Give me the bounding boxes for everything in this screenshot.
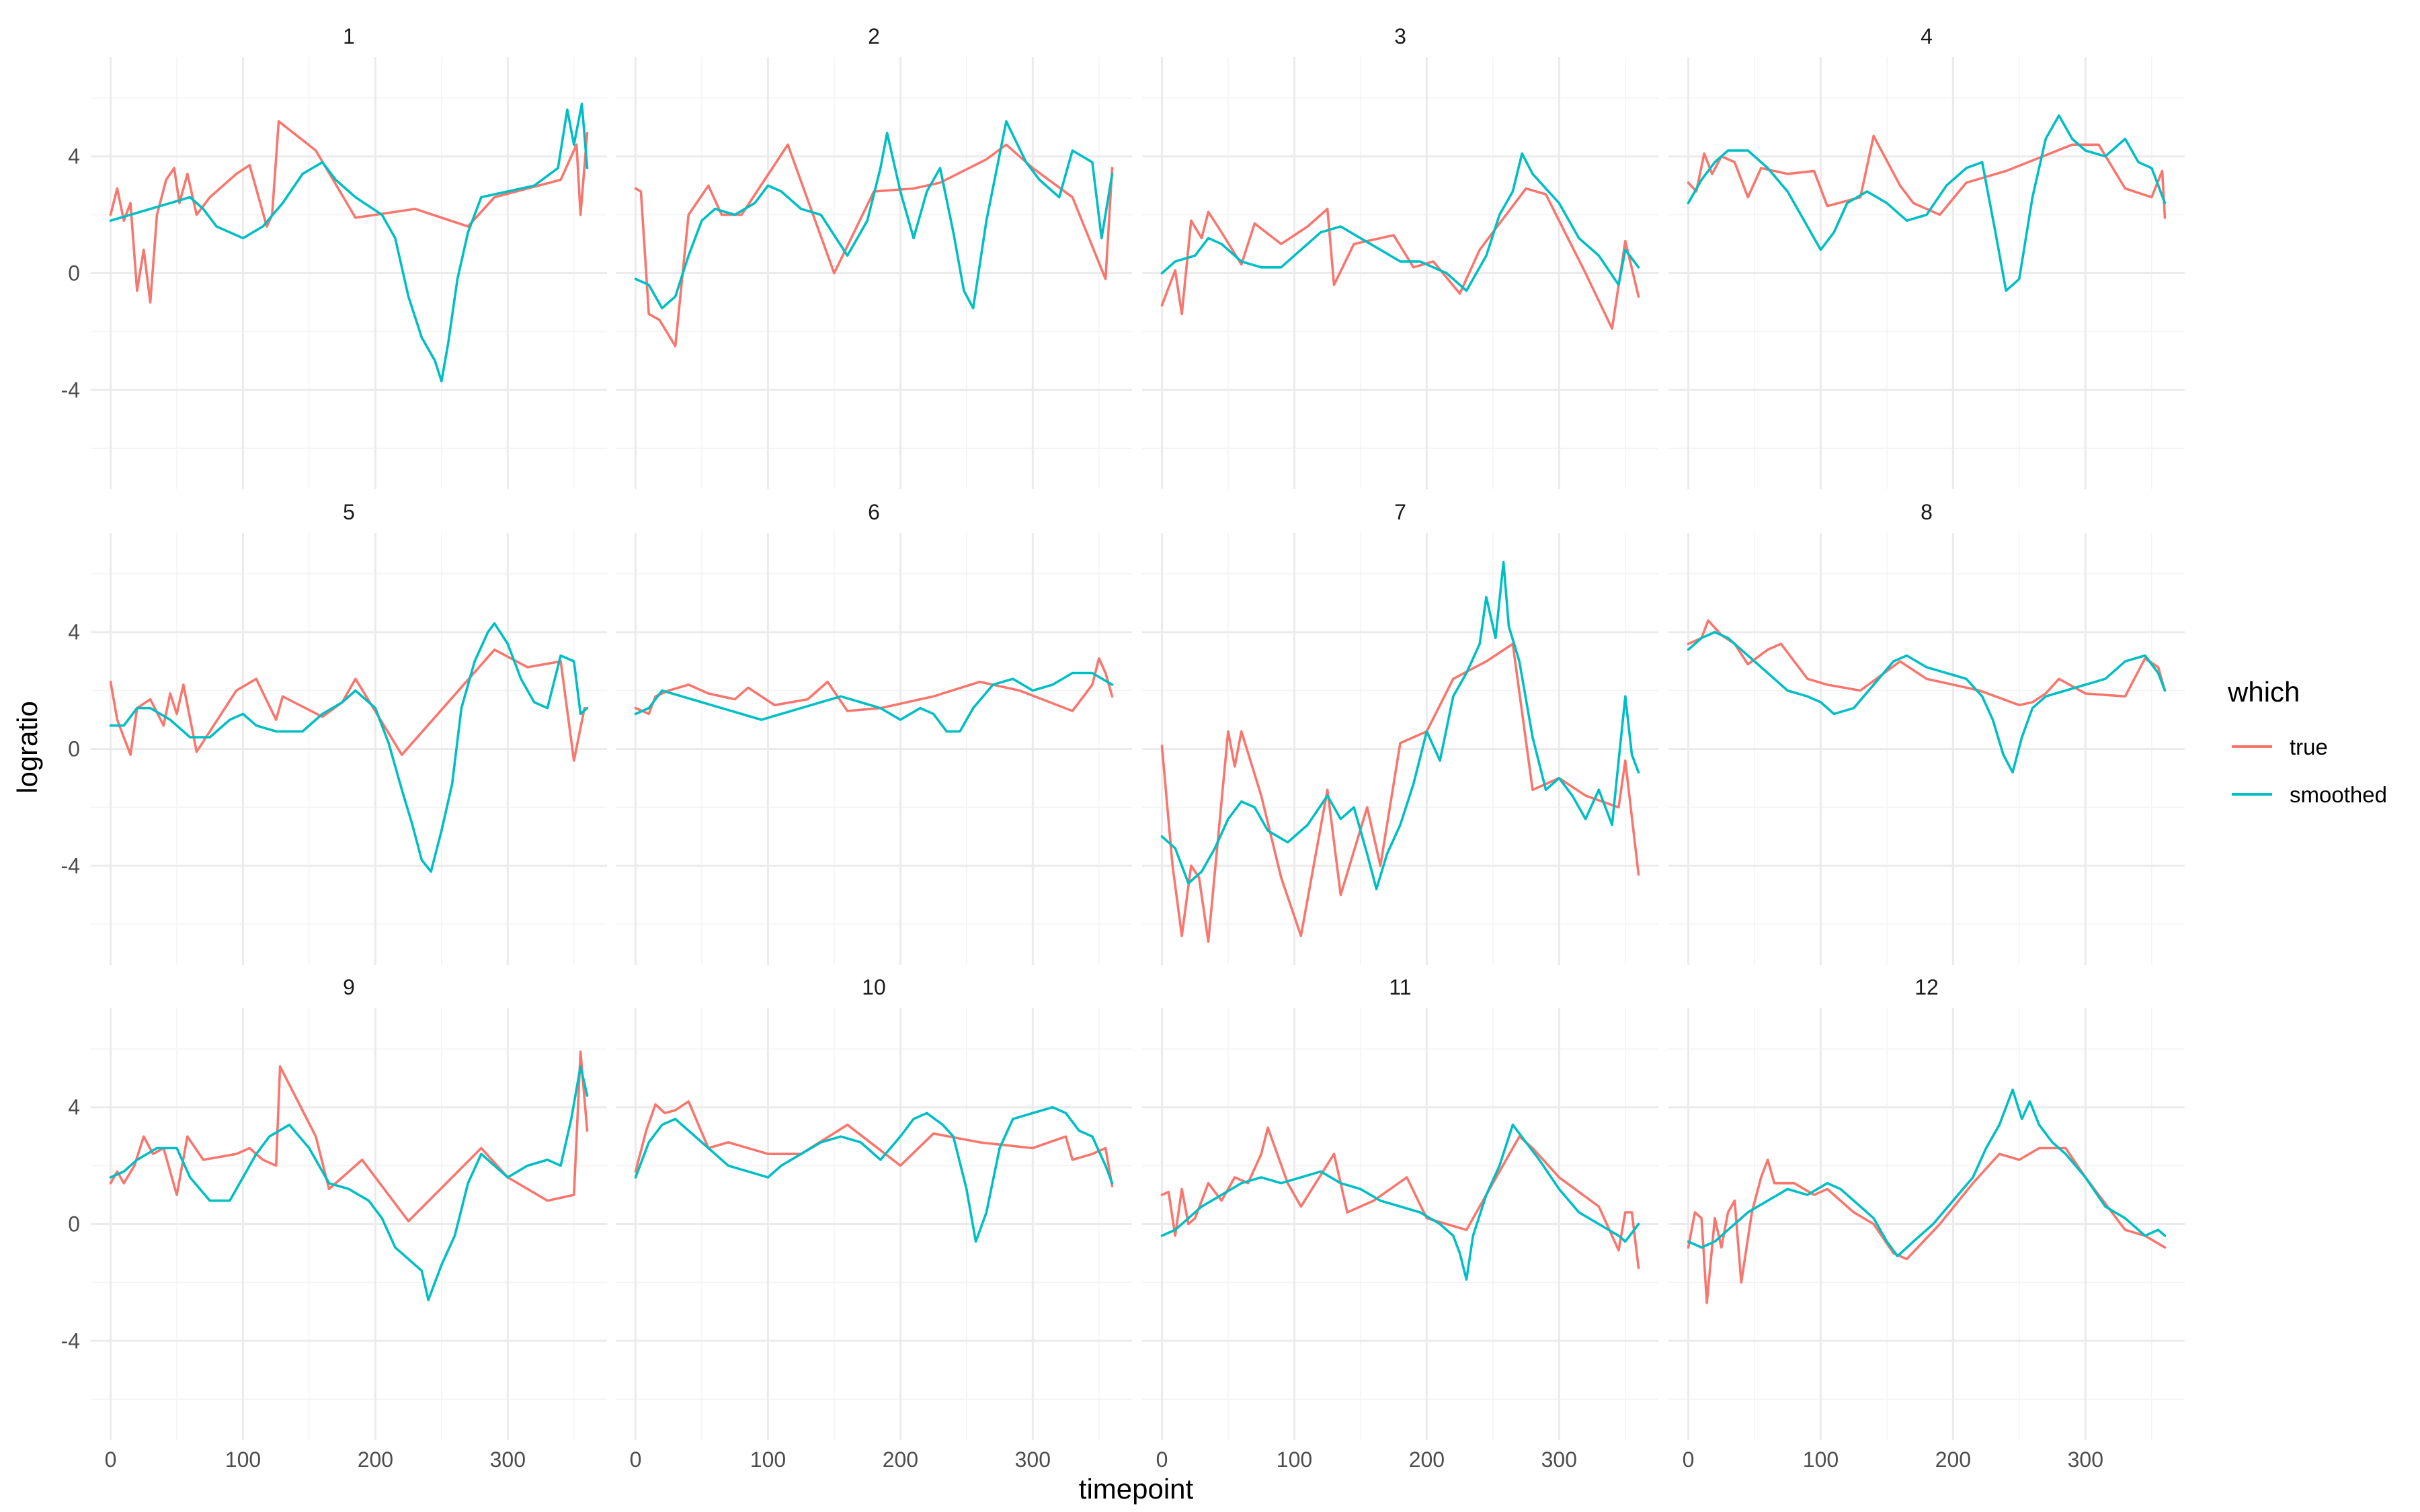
series-line-smoothed	[634, 671, 1114, 733]
x-tick-label: 200	[1935, 1447, 1971, 1472]
facet-panel-2: 2	[616, 24, 1132, 489]
facet-strip-label: 11	[1389, 975, 1411, 999]
facet-strip-label: 2	[868, 24, 880, 48]
y-tick-label: 4	[68, 144, 80, 169]
x-tick-label: 300	[490, 1447, 526, 1472]
series-line-true	[1160, 187, 1640, 330]
y-tick-label: -4	[61, 1329, 80, 1353]
series-line-smoothed	[1160, 152, 1640, 292]
facet-panel-3: 3	[1142, 24, 1658, 489]
facet-strip-label: 5	[343, 500, 355, 524]
y-tick-label: 4	[68, 620, 80, 644]
y-tick-label: 0	[68, 737, 80, 761]
series-line-true	[109, 120, 589, 304]
series-line-true	[634, 1100, 1114, 1187]
series-line-smoothed	[1687, 630, 2167, 774]
y-tick-label: -4	[61, 853, 80, 878]
x-tick-label: 200	[358, 1447, 393, 1472]
series-line-smoothed	[109, 1065, 589, 1302]
series-line-smoothed	[634, 1105, 1114, 1243]
y-tick-label: 0	[68, 1212, 80, 1236]
series-line-true	[634, 143, 1114, 347]
facet-panel-4: 4	[1668, 24, 2185, 489]
facet-panel-7: 7	[1142, 500, 1658, 965]
facet-panel-10: 10	[616, 975, 1132, 1440]
x-tick-label: 100	[225, 1447, 261, 1472]
legend-label-true: true	[2290, 734, 2328, 759]
x-tick-label: 0	[105, 1447, 117, 1472]
x-tick-label: 0	[630, 1447, 642, 1472]
facet-panel-5: 5	[91, 500, 607, 965]
facet-strip-label: 4	[1921, 24, 1933, 48]
series-line-true	[1687, 134, 2167, 219]
series-line-true	[109, 648, 586, 762]
x-tick-label: 300	[1015, 1447, 1051, 1472]
x-tick-label: 0	[1156, 1447, 1168, 1472]
series-line-smoothed	[1687, 114, 2167, 292]
facet-strip-label: 7	[1394, 500, 1406, 524]
facet-panel-8: 8	[1668, 500, 2185, 965]
facet-panel-1: 1	[91, 24, 607, 489]
x-tick-label: 200	[883, 1447, 918, 1472]
y-tick-label: -4	[61, 378, 80, 402]
facet-strip-label: 9	[343, 975, 355, 999]
series-line-smoothed	[109, 102, 589, 383]
y-axis-title: logratio	[11, 701, 43, 794]
series-line-smoothed	[634, 120, 1114, 310]
y-tick-label: 0	[68, 261, 80, 286]
facet-panel-11: 11	[1142, 975, 1658, 1440]
x-tick-label: 300	[2068, 1447, 2103, 1472]
x-tick-label: 200	[1409, 1447, 1445, 1472]
series-line-smoothed	[1160, 560, 1640, 890]
facet-panel-9: 9	[91, 975, 607, 1440]
series-line-true	[1160, 1126, 1640, 1269]
y-tick-label: 4	[68, 1095, 80, 1120]
series-line-true	[1160, 642, 1640, 943]
series-line-true	[634, 657, 1114, 716]
series-line-smoothed	[109, 622, 589, 873]
facet-strip-label: 1	[343, 24, 355, 48]
x-tick-label: 100	[1277, 1447, 1312, 1472]
facet-panels: 1 2 3 45 6 7 89 10 11 12	[91, 24, 2185, 1440]
series-line-true	[1687, 1146, 2167, 1304]
x-axis-title: timepoint	[1079, 1473, 1194, 1505]
legend-title: which	[2227, 676, 2300, 708]
x-tick-label: 100	[750, 1447, 786, 1472]
series-line-true	[109, 1050, 589, 1222]
x-tick-label: 300	[1541, 1447, 1577, 1472]
series-line-smoothed	[1687, 1088, 2167, 1258]
legend-label-smoothed: smoothed	[2290, 782, 2387, 807]
facet-strip-label: 10	[862, 975, 886, 999]
x-tick-label: 0	[1683, 1447, 1695, 1472]
facet-panel-12: 12	[1668, 975, 2185, 1440]
x-tick-label: 100	[1803, 1447, 1839, 1472]
series-line-smoothed	[1160, 1124, 1640, 1281]
facet-strip-label: 3	[1394, 24, 1406, 48]
facet-strip-label: 12	[1914, 975, 1939, 999]
facet-strip-label: 6	[868, 500, 880, 524]
facet-panel-6: 6	[616, 500, 1132, 965]
facet-strip-label: 8	[1921, 500, 1933, 524]
legend: which true smoothed	[2227, 676, 2387, 807]
